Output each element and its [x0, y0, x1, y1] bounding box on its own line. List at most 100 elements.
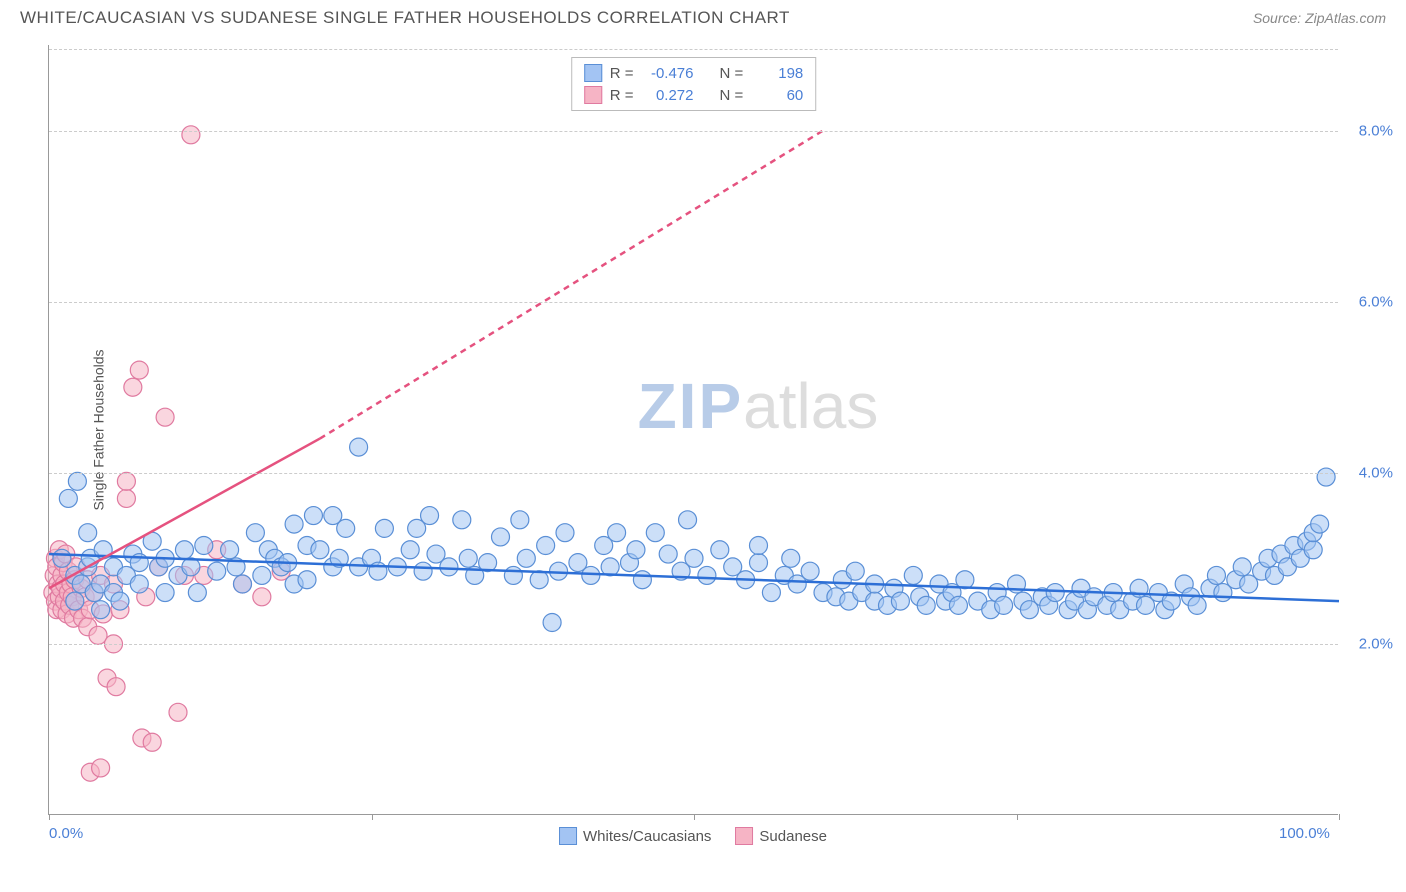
- stats-row-pink: R = 0.272 N = 60: [584, 84, 804, 106]
- data-point: [698, 566, 716, 584]
- data-point: [130, 361, 148, 379]
- legend: Whites/Caucasians Sudanese: [559, 827, 827, 845]
- data-point: [543, 614, 561, 632]
- data-point: [156, 408, 174, 426]
- data-point: [556, 524, 574, 542]
- data-point: [582, 566, 600, 584]
- data-point: [1311, 515, 1329, 533]
- x-tick: [372, 814, 373, 820]
- stats-r-label: R =: [610, 87, 634, 104]
- x-tick: [1339, 814, 1340, 820]
- data-point: [517, 549, 535, 567]
- x-tick: [49, 814, 50, 820]
- data-point: [440, 558, 458, 576]
- data-point: [221, 541, 239, 559]
- data-point: [801, 562, 819, 580]
- grid-line: [49, 644, 1338, 645]
- x-tick: [694, 814, 695, 820]
- data-point: [298, 571, 316, 589]
- data-point: [679, 511, 697, 529]
- x-tick-label: 100.0%: [1279, 825, 1330, 842]
- y-tick-label: 8.0%: [1359, 122, 1393, 139]
- y-tick-label: 4.0%: [1359, 464, 1393, 481]
- stats-n-label: N =: [720, 65, 744, 82]
- data-point: [504, 566, 522, 584]
- data-point: [124, 378, 142, 396]
- data-point: [762, 584, 780, 602]
- data-point: [79, 524, 97, 542]
- x-tick: [1017, 814, 1018, 820]
- data-point: [107, 678, 125, 696]
- legend-label-pink: Sudanese: [759, 828, 827, 845]
- data-point: [782, 549, 800, 567]
- data-point: [1207, 566, 1225, 584]
- data-point: [143, 733, 161, 751]
- data-point: [1317, 468, 1335, 486]
- stats-n-label: N =: [720, 87, 744, 104]
- stats-r-value-pink: 0.272: [642, 87, 694, 104]
- data-point: [350, 438, 368, 456]
- data-point: [995, 596, 1013, 614]
- data-point: [1046, 584, 1064, 602]
- data-point: [169, 703, 187, 721]
- data-point: [253, 566, 271, 584]
- data-point: [175, 541, 193, 559]
- data-point: [92, 601, 110, 619]
- data-point: [253, 588, 271, 606]
- stats-swatch-pink: [584, 86, 602, 104]
- data-point: [511, 511, 529, 529]
- data-point: [421, 507, 439, 525]
- data-point: [646, 524, 664, 542]
- legend-swatch-pink: [735, 827, 753, 845]
- grid-line: [49, 131, 1338, 132]
- data-point: [1233, 558, 1251, 576]
- stats-r-label: R =: [610, 65, 634, 82]
- data-point: [285, 515, 303, 533]
- data-point: [949, 596, 967, 614]
- stats-n-value-blue: 198: [751, 65, 803, 82]
- chart-container: Single Father Households ZIPatlas R = -0…: [48, 45, 1338, 815]
- data-point: [59, 489, 77, 507]
- data-point: [337, 519, 355, 537]
- data-point: [117, 472, 135, 490]
- grid-line: [49, 302, 1338, 303]
- data-point: [311, 541, 329, 559]
- data-point: [92, 759, 110, 777]
- data-point: [537, 537, 555, 555]
- data-point: [530, 571, 548, 589]
- data-point: [492, 528, 510, 546]
- y-tick-label: 6.0%: [1359, 293, 1393, 310]
- stats-n-value-pink: 60: [751, 87, 803, 104]
- data-point: [846, 562, 864, 580]
- scatter-svg: [49, 45, 1338, 814]
- data-point: [459, 549, 477, 567]
- data-point: [156, 584, 174, 602]
- data-point: [608, 524, 626, 542]
- data-point: [891, 592, 909, 610]
- data-point: [750, 554, 768, 572]
- data-point: [130, 575, 148, 593]
- data-point: [750, 537, 768, 555]
- data-point: [66, 592, 84, 610]
- data-point: [711, 541, 729, 559]
- grid-line: [49, 49, 1338, 50]
- chart-title: WHITE/CAUCASIAN VS SUDANESE SINGLE FATHE…: [20, 8, 790, 28]
- data-point: [453, 511, 471, 529]
- data-point: [246, 524, 264, 542]
- data-point: [195, 537, 213, 555]
- stats-swatch-blue: [584, 64, 602, 82]
- data-point: [1188, 596, 1206, 614]
- legend-item-blue: Whites/Caucasians: [559, 827, 711, 845]
- stats-row-blue: R = -0.476 N = 198: [584, 62, 804, 84]
- trend-line: [320, 131, 823, 439]
- data-point: [53, 549, 71, 567]
- data-point: [208, 562, 226, 580]
- data-point: [401, 541, 419, 559]
- data-point: [1304, 541, 1322, 559]
- data-point: [117, 489, 135, 507]
- data-point: [304, 507, 322, 525]
- plot-area: ZIPatlas R = -0.476 N = 198 R = 0.272 N …: [48, 45, 1338, 815]
- data-point: [917, 596, 935, 614]
- data-point: [659, 545, 677, 563]
- data-point: [414, 562, 432, 580]
